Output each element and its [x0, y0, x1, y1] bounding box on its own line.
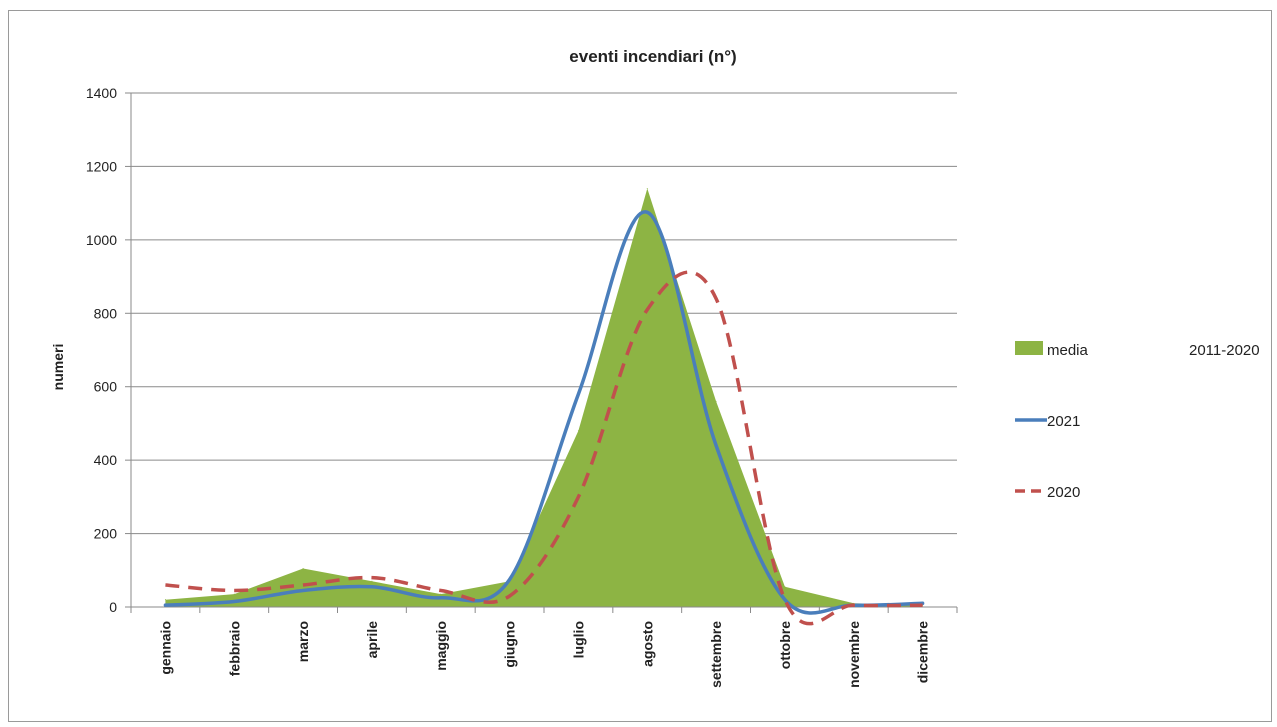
- x-tick-label: aprile: [364, 621, 380, 659]
- series-media-point: [646, 187, 648, 189]
- y-tick-label: 600: [94, 379, 118, 395]
- line-series-layer: [163, 210, 925, 626]
- series-media-area: [165, 188, 923, 607]
- series-media-point: [302, 567, 304, 569]
- series-2021-line: [163, 210, 925, 615]
- y-tick-labels: 0 200 400 600 800 1000 1200 1400: [86, 85, 117, 615]
- chart-title: eventi incendiari (n°): [569, 47, 736, 66]
- series-2020-line: [165, 270, 923, 626]
- x-tick-label: settembre: [708, 621, 724, 688]
- x-tick-label: giugno: [502, 621, 518, 668]
- legend-label-media: media: [1047, 342, 1089, 359]
- series-media-point: [715, 400, 717, 402]
- x-tick-label: gennaio: [157, 621, 173, 675]
- legend-swatch-media: [1015, 341, 1043, 355]
- chart-frame: eventi incendiari (n°) numeri 0 200 400 600…: [8, 10, 1272, 722]
- y-tick-label: 1000: [86, 232, 117, 248]
- series-media-point: [784, 586, 786, 588]
- series-media-point: [577, 430, 579, 432]
- legend-label-2020: 2020: [1047, 484, 1080, 501]
- y-tick-label: 1400: [86, 85, 117, 101]
- axes: [130, 93, 958, 613]
- series-media-point: [371, 580, 373, 582]
- x-tick-labels: gennaio febbraio marzo aprile maggio giugno lu…: [157, 621, 930, 688]
- y-tick-label: 800: [94, 305, 118, 321]
- gridlines: [125, 92, 957, 608]
- y-axis-label: numeri: [50, 344, 66, 391]
- series-media-point: [164, 599, 166, 601]
- x-tick-label: novembre: [846, 621, 862, 688]
- x-tick-label: agosto: [639, 621, 655, 667]
- chart-canvas: eventi incendiari (n°) numeri 0 200 400 600…: [50, 47, 1260, 688]
- x-tick-label: maggio: [433, 621, 449, 671]
- legend-label-suffix: 2011-2020: [1189, 342, 1260, 359]
- series-media-point: [440, 593, 442, 595]
- x-tick-label: marzo: [295, 621, 311, 662]
- legend-label-2021: 2021: [1047, 413, 1080, 430]
- x-tick-label: luglio: [570, 621, 586, 658]
- y-tick-label: 1200: [86, 158, 117, 174]
- x-tick-label: dicembre: [915, 621, 931, 683]
- x-tick-label: ottobre: [777, 621, 793, 669]
- y-tick-label: 0: [109, 599, 117, 615]
- legend: media 2011-2020 2021 2020: [1015, 341, 1260, 501]
- y-tick-label: 400: [94, 452, 118, 468]
- x-tick-label: febbraio: [226, 621, 242, 676]
- y-tick-label: 200: [94, 526, 118, 542]
- area-series-layer: [164, 187, 924, 607]
- series-media-point: [233, 593, 235, 595]
